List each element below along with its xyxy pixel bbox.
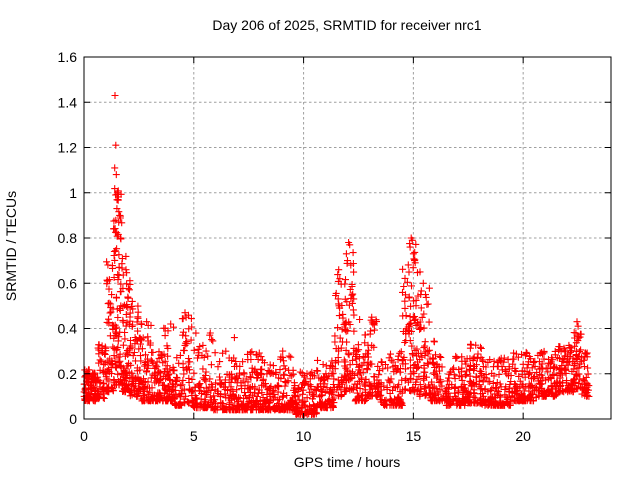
y-tick-label: 1.6 [58, 49, 78, 65]
chart-title: Day 206 of 2025, SRMTID for receiver nrc… [212, 17, 481, 33]
x-tick-label: 20 [515, 428, 531, 444]
axis-ticks [83, 56, 611, 420]
y-axis-label: SRMTID / TECUs [3, 191, 19, 301]
x-tick-label: 10 [296, 428, 312, 444]
x-tick-label: 15 [406, 428, 422, 444]
y-tick-label: 0 [69, 411, 77, 427]
y-tick-label: 0.6 [58, 275, 78, 291]
y-tick-labels: 0 0.2 0.4 0.6 0.8 1 1.2 1.4 1.6 [58, 49, 78, 427]
y-tick-label: 1 [69, 185, 77, 201]
scatter-points-path [80, 92, 593, 418]
data-points [80, 92, 593, 418]
x-axis-label: GPS time / hours [294, 454, 401, 470]
y-tick-label: 0.8 [58, 230, 78, 246]
y-tick-label: 0.2 [58, 366, 78, 382]
x-tick-label: 5 [190, 428, 198, 444]
x-tick-labels: 0 5 10 15 20 [80, 428, 531, 444]
y-tick-label: 1.4 [58, 94, 78, 110]
x-tick-label: 0 [80, 428, 88, 444]
y-tick-label: 1.2 [58, 140, 78, 156]
y-tick-label: 0.4 [58, 321, 78, 337]
